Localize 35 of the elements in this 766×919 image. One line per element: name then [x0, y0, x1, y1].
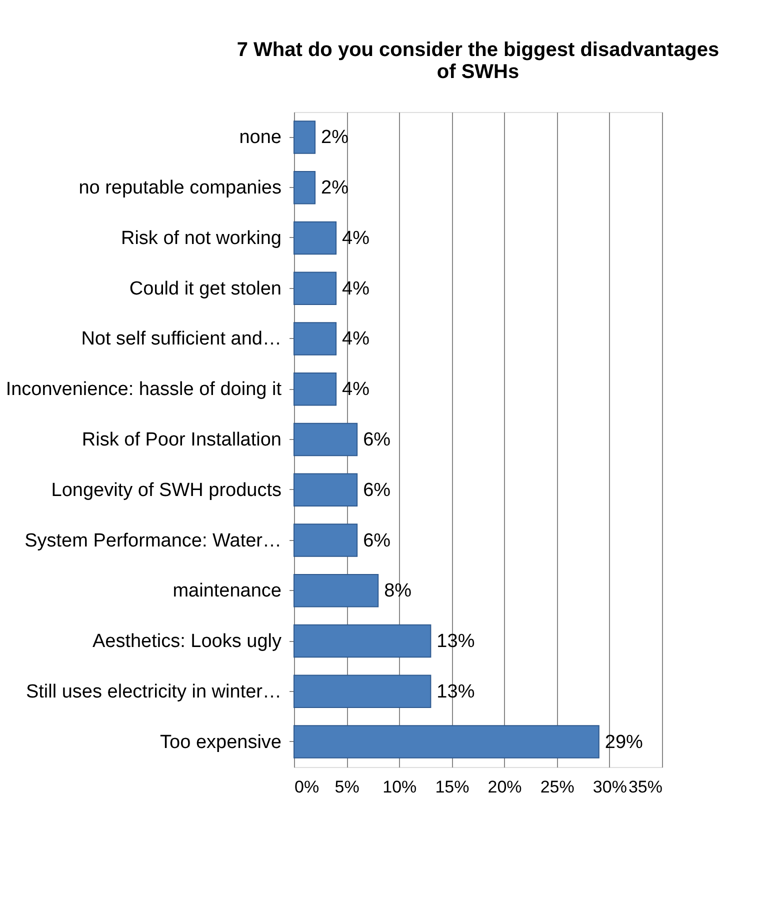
data-label: 13% [436, 681, 475, 702]
x-tick-label: 30% [592, 778, 627, 796]
data-label: 4% [342, 228, 370, 249]
y-tick-label: Still uses electricity in winter… [26, 681, 282, 702]
y-tick-label: System Performance: Water… [24, 530, 282, 552]
y-tick-label: Could it get stolen [129, 278, 282, 300]
x-tick-label: 35% [628, 778, 662, 796]
data-label: 2% [321, 127, 349, 148]
x-tick-label: 15% [435, 778, 470, 796]
data-label: 13% [436, 631, 475, 652]
y-tick-label: Inconvenience: hassle of doing it [6, 379, 282, 400]
y-tick-label: Too expensive [160, 732, 282, 753]
data-label: 6% [363, 430, 391, 450]
y-tick-label: Risk of Poor Installation [82, 430, 282, 450]
x-tick-label: 20% [488, 778, 522, 796]
y-tick-label: no reputable companies [78, 178, 282, 199]
x-tick-label: 25% [540, 778, 574, 796]
x-tick-label: 10% [382, 778, 417, 796]
x-tick-label: 5% [334, 778, 360, 796]
x-tick-label: 0% [294, 778, 320, 796]
chart-title: 7 What do you consider the biggest disadvantages of SWHs [236, 39, 720, 83]
data-label: 4% [342, 278, 370, 300]
data-label: 4% [342, 328, 370, 350]
data-label: 4% [342, 379, 370, 400]
y-tick-label: Not self sufficient and… [81, 328, 282, 350]
data-label: 6% [363, 480, 391, 501]
data-label: 29% [604, 732, 644, 753]
y-tick-label: Aesthetics: Looks ugly [92, 631, 282, 652]
y-tick-label: maintenance [172, 580, 282, 602]
data-label: 2% [321, 178, 349, 199]
y-tick-label: Longevity of SWH products [51, 480, 282, 501]
data-label: 8% [384, 580, 412, 602]
y-tick-label: none [239, 127, 282, 148]
data-label: 6% [363, 530, 391, 552]
y-tick-label: Risk of not working [120, 228, 282, 249]
